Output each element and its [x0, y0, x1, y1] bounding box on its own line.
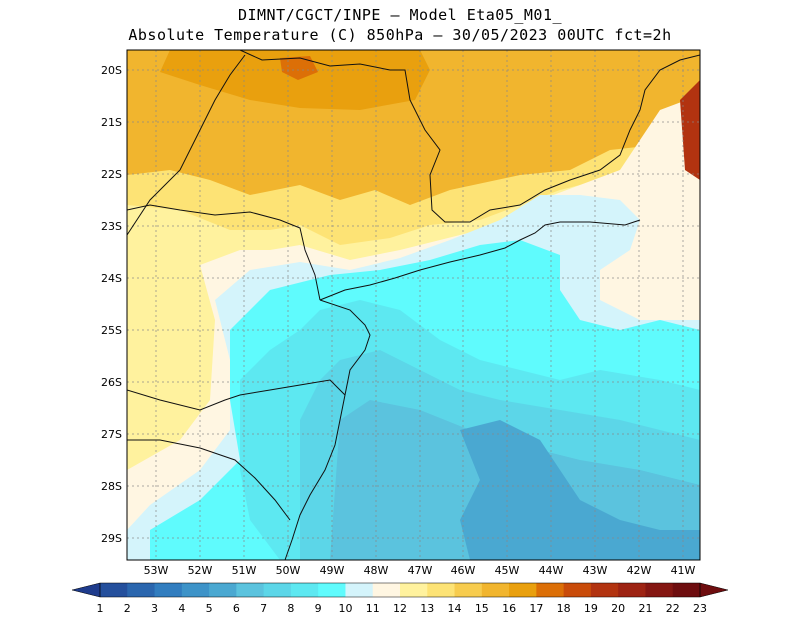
colorbar-max-arrow	[699, 582, 729, 598]
colorbar-swatch	[263, 583, 292, 597]
lat-tick: 25S	[101, 324, 122, 337]
colorbar: 1 2 3 4 5 6 7 8 9 10 11 12 13 14 15 16 17 18 19 20 21 22 23	[71, 582, 729, 615]
colorbar-swatch	[645, 583, 674, 597]
colorbar-label: 18	[557, 602, 571, 615]
colorbar-label: 21	[638, 602, 652, 615]
coastline-sp-rj	[319, 219, 641, 301]
map-title-line2: Absolute Temperature (C) 850hPa – 30/05/…	[128, 26, 672, 44]
colorbar-label: 11	[366, 602, 380, 615]
colorbar-label: 23	[693, 602, 707, 615]
lat-tick: 24S	[101, 272, 122, 285]
lat-tick: 21S	[101, 116, 122, 129]
colorbar-label: 17	[529, 602, 543, 615]
colorbar-label: 10	[338, 602, 352, 615]
colorbar-swatch	[618, 583, 646, 597]
lon-tick: 49W	[320, 564, 345, 577]
lon-tick: 45W	[495, 564, 520, 577]
temp-band-6	[460, 420, 700, 560]
colorbar-min-arrow	[71, 582, 101, 598]
coastline-south	[284, 299, 371, 560]
colorbar-label: 2	[124, 602, 131, 615]
colorbar-label: 22	[666, 602, 680, 615]
state-border-sp-pr	[127, 204, 321, 301]
colorbar-swatch	[372, 583, 401, 597]
colorbar-swatch	[672, 583, 701, 597]
colorbar-label: 13	[420, 602, 434, 615]
colorbar-label: 3	[151, 602, 158, 615]
lon-tick: 47W	[408, 564, 433, 577]
lat-tick: 29S	[101, 532, 122, 545]
lon-tick: 41W	[671, 564, 696, 577]
colorbar-swatch	[318, 583, 346, 597]
colorbar-label: 6	[233, 602, 240, 615]
lon-tick-labels: 53W 52W 51W 50W 49W 48W 47W 46W 45W 44W …	[144, 564, 696, 577]
lon-tick: 52W	[188, 564, 213, 577]
colorbar-label: 1	[97, 602, 104, 615]
colorbar-swatch	[236, 583, 265, 597]
lat-tick: 20S	[101, 64, 122, 77]
colorbar-outline	[99, 582, 701, 598]
boundaries	[127, 50, 700, 560]
state-border-sc-rs	[127, 439, 291, 521]
colorbar-label: 20	[611, 602, 625, 615]
colorbar-swatch	[345, 583, 374, 597]
temp-band-17	[280, 56, 318, 80]
lat-tick: 26S	[101, 376, 122, 389]
colorbar-label: 8	[287, 602, 294, 615]
colorbar-swatch	[563, 583, 592, 597]
colorbar-label: 4	[178, 602, 185, 615]
colorbar-swatch	[290, 583, 319, 597]
lon-tick: 51W	[232, 564, 257, 577]
graticule	[127, 50, 700, 560]
colorbar-label: 9	[315, 602, 322, 615]
colorbar-label: 19	[584, 602, 598, 615]
lat-tick-labels: 20S 21S 22S 23S 24S 25S 26S 27S 28S 29S	[101, 64, 122, 545]
state-border-ms	[127, 54, 246, 236]
lon-tick: 42W	[627, 564, 652, 577]
lon-tick: 53W	[144, 564, 169, 577]
colorbar-label: 5	[206, 602, 213, 615]
colorbar-label: 15	[475, 602, 489, 615]
colorbar-swatch	[100, 583, 128, 597]
lat-tick: 27S	[101, 428, 122, 441]
state-border-pr-sc	[127, 379, 346, 411]
temperature-field	[127, 50, 700, 560]
colorbar-swatch	[481, 583, 510, 597]
lon-tick: 46W	[451, 564, 476, 577]
colorbar-swatch	[590, 583, 619, 597]
colorbar-swatch	[427, 583, 456, 597]
map-frame	[126, 49, 701, 561]
temp-band-20	[680, 80, 700, 180]
lon-tick: 44W	[539, 564, 564, 577]
lat-tick: 22S	[101, 168, 122, 181]
lon-tick: 48W	[364, 564, 389, 577]
colorbar-swatch	[154, 583, 183, 597]
colorbar-label: 16	[502, 602, 516, 615]
state-border-north	[239, 50, 700, 223]
colorbar-label: 14	[448, 602, 462, 615]
colorbar-swatch	[509, 583, 537, 597]
colorbar-swatch	[400, 583, 428, 597]
lon-tick: 43W	[583, 564, 608, 577]
colorbar-swatch	[454, 583, 483, 597]
lon-tick: 50W	[276, 564, 301, 577]
colorbar-swatch	[181, 583, 210, 597]
lat-tick: 23S	[101, 220, 122, 233]
colorbar-swatch	[127, 583, 156, 597]
colorbar-label: 12	[393, 602, 407, 615]
colorbar-label: 7	[260, 602, 267, 615]
colorbar-swatch	[209, 583, 237, 597]
map-title-line1: DIMNT/CGCT/INPE – Model Eta05_M01_	[237, 6, 563, 24]
lat-tick: 28S	[101, 480, 122, 493]
colorbar-swatch	[536, 583, 565, 597]
